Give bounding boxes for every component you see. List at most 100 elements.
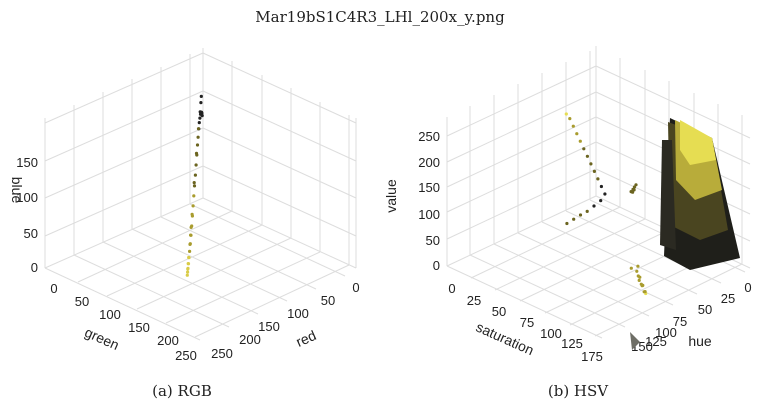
rgb-xtick: 250 — [211, 346, 233, 361]
scatter-point — [599, 199, 603, 203]
scatter-point — [564, 112, 568, 116]
hsv-ztick: 50 — [426, 233, 440, 248]
rgb-ytick: 250 — [175, 348, 197, 363]
scatter-point — [186, 267, 190, 271]
rgb-grid — [44, 48, 357, 341]
rgb-xtick: 50 — [321, 293, 335, 308]
scatter-point — [191, 204, 195, 208]
scatter-point — [196, 135, 200, 139]
hsv-ztick: 150 — [418, 180, 440, 195]
scatter-point — [565, 221, 569, 226]
scatter-point — [198, 110, 202, 114]
hsv-ztick: 250 — [418, 129, 440, 144]
figure-title: Mar19bS1C4R3_LHl_200x_y.png — [255, 8, 505, 26]
scatter-point — [195, 143, 200, 147]
scatter-point — [192, 184, 197, 188]
hsv-xtick: 50 — [698, 302, 712, 317]
scatter-point — [193, 173, 197, 177]
hsv-slab — [660, 118, 740, 270]
rgb-ztick: 0 — [31, 260, 38, 275]
scatter-point — [592, 204, 596, 208]
hsv-ytick: 25 — [467, 293, 481, 308]
hsv-ytick: 125 — [561, 336, 583, 351]
scatter-point — [643, 290, 647, 294]
hsv-caption: (b) HSV — [548, 382, 609, 400]
scatter-point — [585, 209, 589, 213]
rgb-xtick: 0 — [352, 280, 359, 295]
rgb-ytick: 150 — [128, 320, 150, 335]
rgb-ztick: 150 — [16, 155, 38, 170]
scatter-point — [571, 124, 575, 128]
scatter-point — [186, 270, 190, 274]
scatter-point — [185, 273, 189, 277]
rgb-ylabel: green — [82, 324, 121, 353]
scatter-point — [629, 266, 633, 270]
scatter-point — [635, 269, 639, 273]
scatter-point — [192, 181, 196, 185]
scatter-point — [188, 242, 192, 246]
rgb-zlabel: blue — [9, 177, 25, 204]
rgb-xlabel: red — [293, 327, 318, 350]
scatter-point — [196, 127, 201, 131]
scatter-point — [186, 262, 190, 266]
scatter-point — [634, 183, 638, 187]
scatter-point — [568, 117, 572, 121]
scatter-point — [192, 194, 196, 198]
hsv-xtick: 25 — [721, 291, 735, 306]
rgb-xtick: 150 — [258, 319, 280, 334]
rgb-xtick: 100 — [287, 306, 309, 321]
hsv-ztick: 0 — [433, 258, 440, 273]
scatter-point — [190, 212, 194, 216]
scatter-point — [592, 169, 597, 173]
rgb-ytick: 100 — [99, 307, 121, 322]
scatter-point — [199, 101, 203, 105]
scatter-point — [189, 225, 193, 229]
rgb-points — [185, 94, 204, 277]
rgb-ytick: 0 — [50, 281, 57, 296]
scatter-point — [197, 121, 201, 125]
scatter-point — [575, 132, 579, 136]
hsv-ytick: 0 — [448, 281, 455, 296]
scatter-point — [194, 163, 198, 167]
hsv-stray-points — [630, 332, 640, 350]
scatter-point — [632, 188, 636, 192]
scatter-point — [638, 275, 642, 279]
scatter-point — [578, 213, 583, 217]
hsv-ztick: 200 — [418, 155, 440, 170]
scatter-point — [589, 162, 593, 166]
hsv-ytick: 100 — [540, 326, 562, 341]
scatter-point — [582, 147, 586, 151]
scatter-point — [187, 255, 191, 260]
hsv-xtick: 125 — [645, 334, 667, 349]
scatter-point — [198, 112, 203, 116]
scatter-point — [188, 249, 192, 253]
scatter-point — [194, 151, 199, 155]
scatter-point — [572, 217, 576, 221]
rgb-ytick: 200 — [157, 333, 179, 348]
scatter-point — [603, 192, 607, 196]
hsv-ytick: 50 — [492, 304, 506, 319]
rgb-ztick: 100 — [16, 190, 38, 205]
scatter-point — [636, 264, 640, 268]
scatter-point — [189, 233, 193, 237]
scatter-point — [599, 184, 604, 189]
hsv-xtick: 100 — [655, 325, 677, 340]
hsv-ztick: 100 — [418, 207, 440, 222]
panel-rgb: 0 50 100 150 blue 0 50 100 150 200 250 g… — [9, 48, 360, 400]
scatter-point — [629, 190, 633, 194]
rgb-xtick: 200 — [239, 332, 261, 347]
hsv-xtick: 0 — [744, 280, 751, 295]
scatter-point — [596, 177, 600, 181]
panel-hsv: 0 50 100 150 200 250 value 0 25 50 75 10… — [383, 46, 752, 400]
hsv-zlabel: value — [383, 179, 399, 213]
rgb-caption: (a) RGB — [152, 382, 212, 400]
hsv-ytick: 175 — [581, 349, 603, 364]
hsv-points — [564, 112, 648, 296]
scatter-point — [578, 139, 582, 143]
rgb-ytick: 50 — [75, 294, 89, 309]
scatter-point — [585, 154, 590, 158]
scatter-point — [637, 278, 641, 282]
hsv-ytick: 75 — [520, 315, 534, 330]
